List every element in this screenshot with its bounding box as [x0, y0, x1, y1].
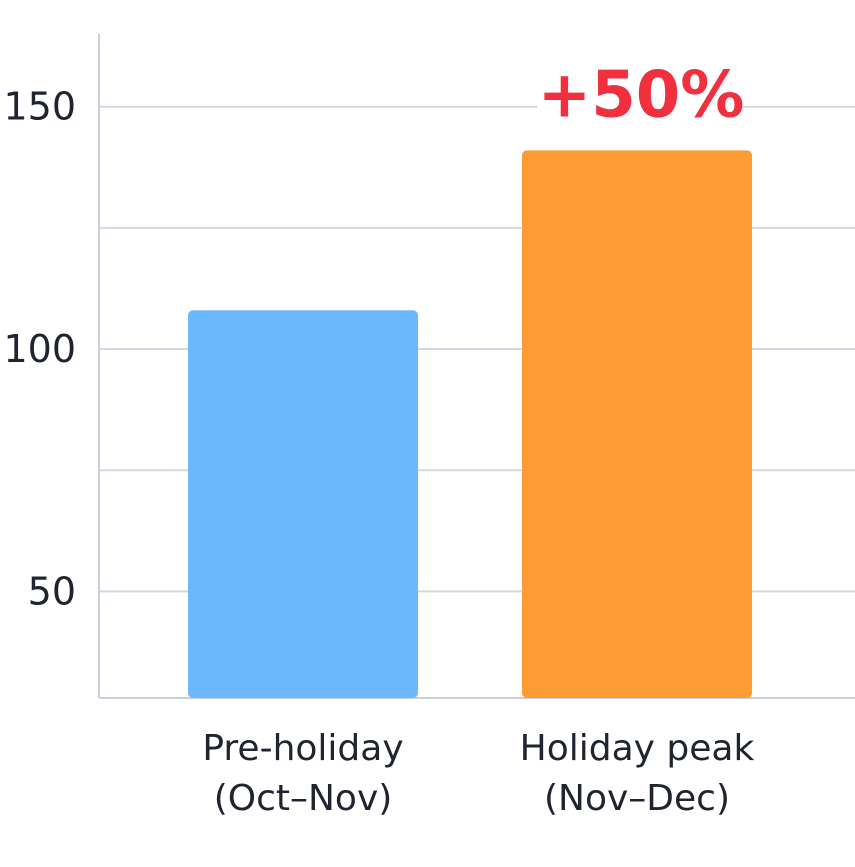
annotation-backdrop [537, 58, 737, 131]
bar [522, 150, 752, 698]
category-label: Pre-holiday [202, 728, 403, 769]
annotations: +50% [537, 58, 744, 132]
annotation-label: +50% [538, 58, 745, 132]
category-label: (Oct–Nov) [214, 778, 393, 819]
category-label: Holiday peak [520, 728, 755, 769]
bar [188, 310, 418, 698]
y-tick-label: 150 [3, 85, 76, 129]
y-tick-label: 50 [28, 569, 76, 613]
y-tick-label: 100 [3, 327, 76, 371]
bars [188, 150, 752, 698]
category-label: (Nov–Dec) [544, 778, 730, 819]
category-labels: Pre-holiday (Oct–Nov) Holiday peak (Nov–Dec… [202, 728, 754, 819]
y-tick-labels: 50 100 150 [3, 85, 76, 614]
